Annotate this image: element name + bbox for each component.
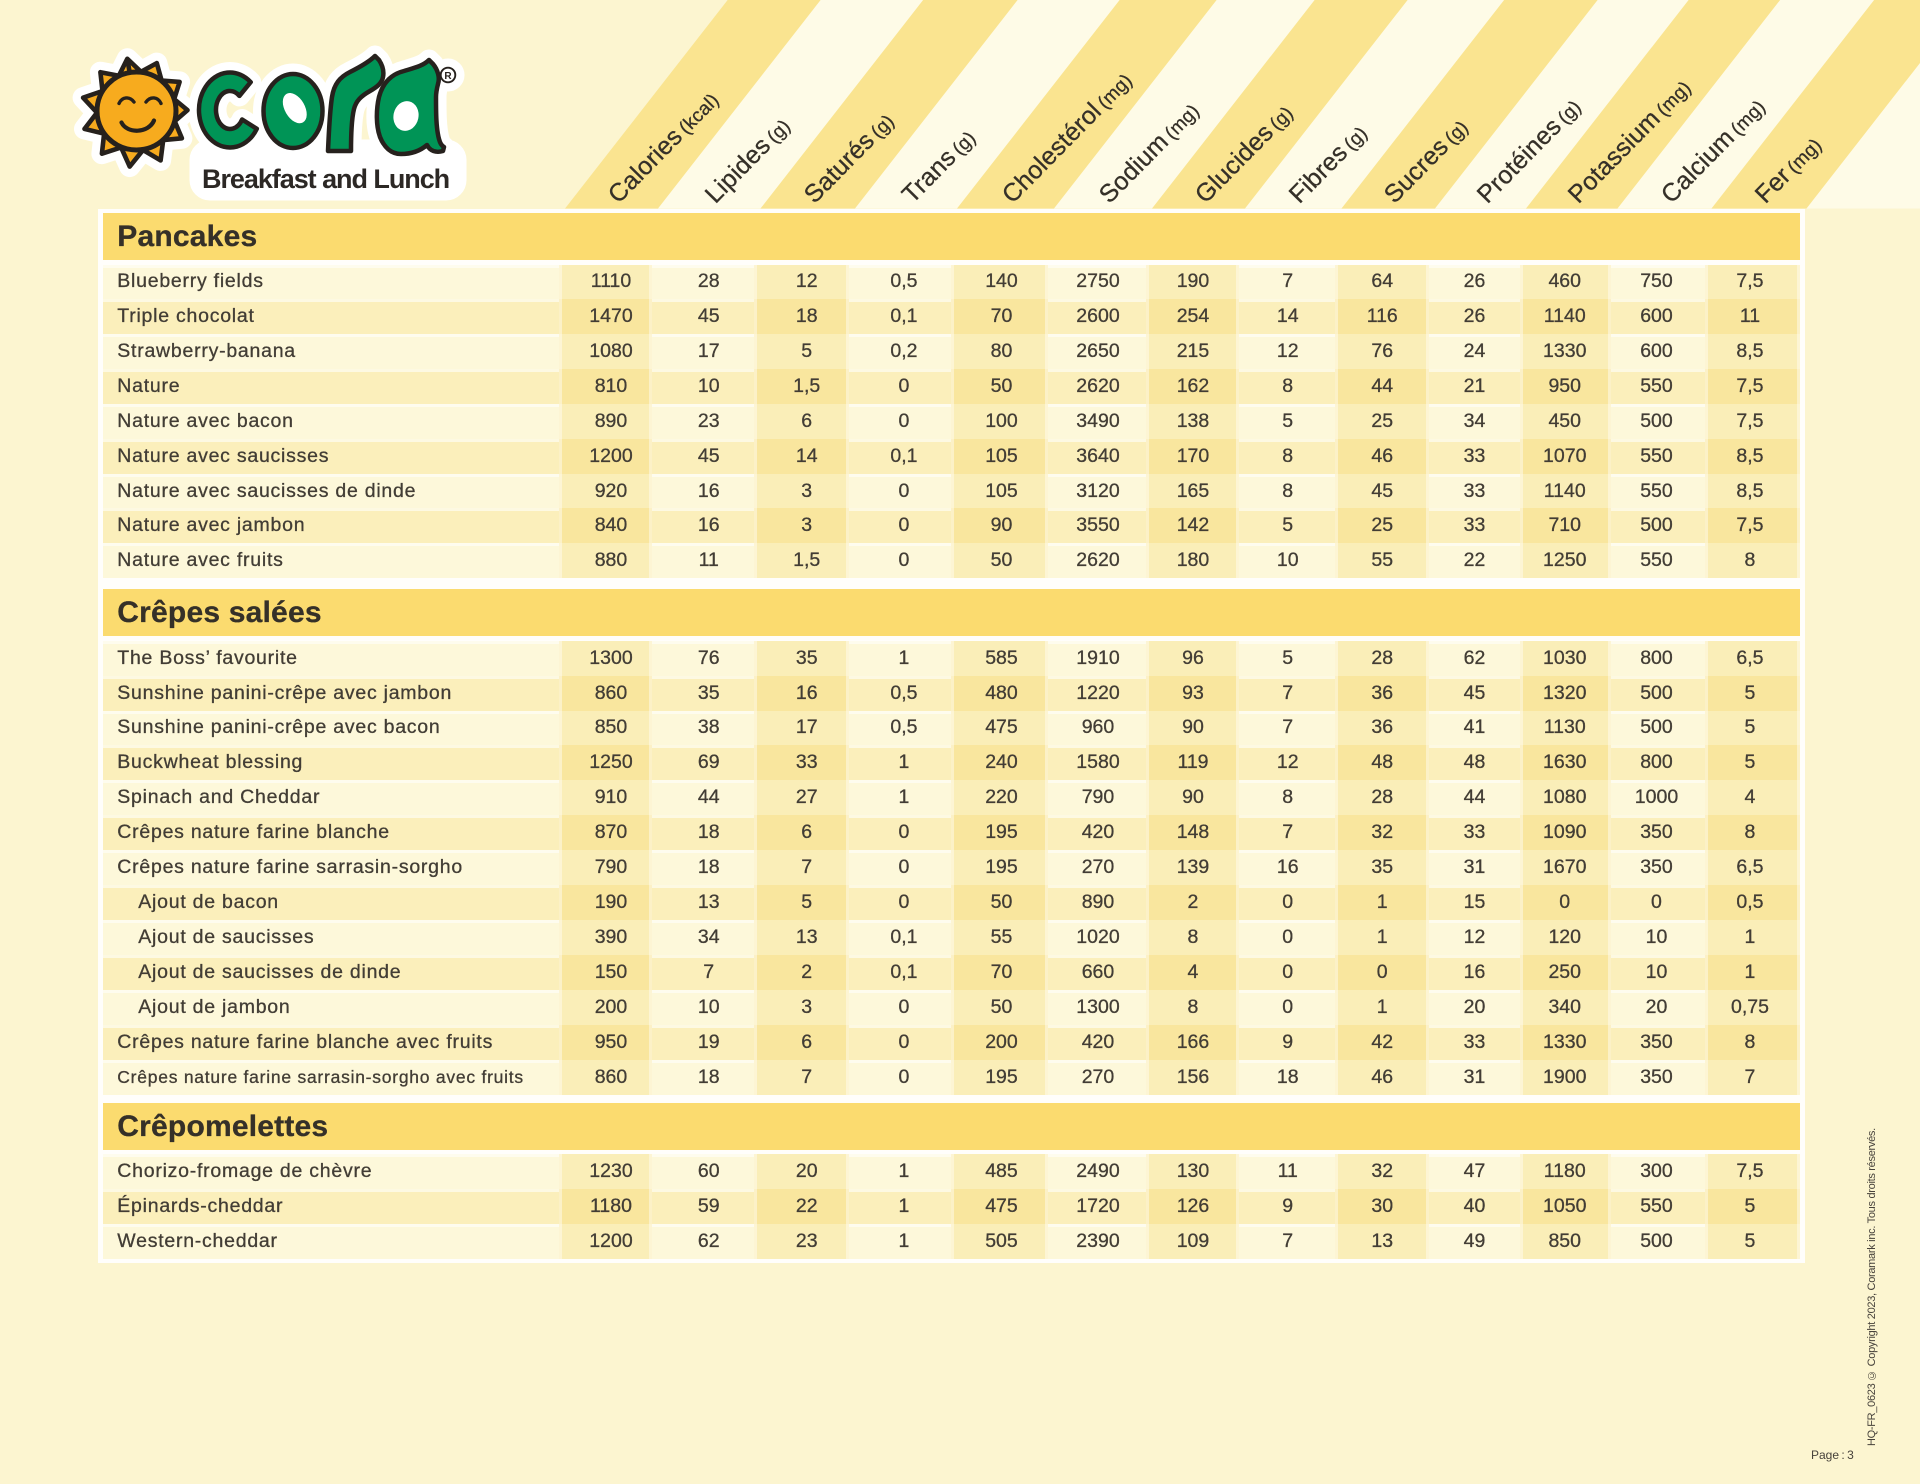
svg-text:R: R [444,71,452,82]
